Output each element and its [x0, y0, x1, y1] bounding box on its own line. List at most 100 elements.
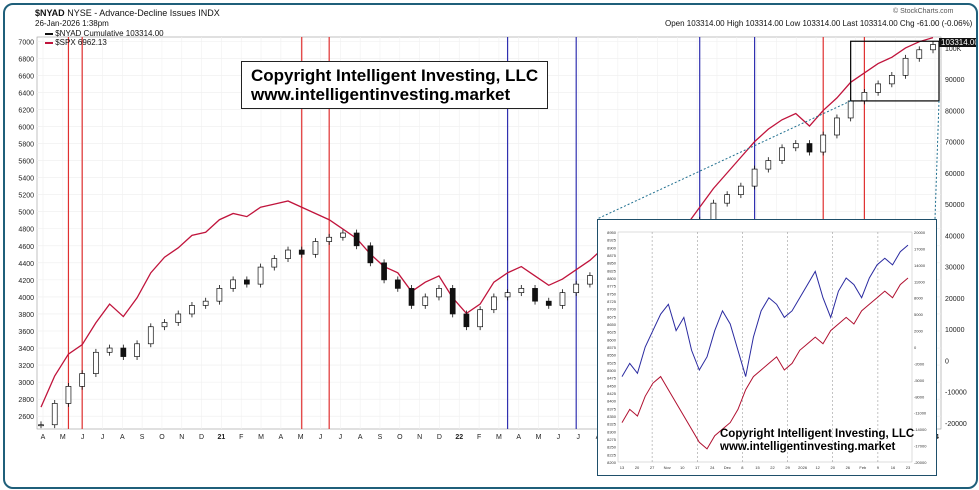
inset-y-left-tick: 8400 — [607, 399, 617, 404]
inset-y-left-tick: 8425 — [607, 391, 617, 396]
spx-candle — [243, 279, 250, 285]
inset-y-right-tick: 2000 — [914, 329, 924, 334]
y-right-tick-label: 50000 — [945, 202, 965, 209]
inset-x-tick: 26 — [846, 465, 851, 470]
spx-candle — [326, 236, 333, 242]
inset-y-right-tick: -8000 — [914, 394, 925, 399]
inset-y-left-tick: 8300 — [607, 429, 617, 434]
chart-date: 26-Jan-2026 1:38pm — [35, 19, 109, 28]
spx-candle — [65, 386, 72, 404]
x-tick-label: A — [279, 434, 284, 441]
inset-x-tick: 20 — [635, 465, 640, 470]
x-tick-label: N — [179, 434, 184, 441]
inset-line-inset_red — [621, 277, 909, 450]
x-tick-label: M — [258, 434, 264, 441]
x-tick-label: F — [477, 434, 481, 441]
inset-y-left-tick: 8675 — [607, 314, 617, 319]
inset-y-left-tick: 8825 — [607, 268, 617, 273]
inset-y-right-tick: 0 — [914, 345, 917, 350]
x-tick-label: J — [319, 434, 323, 441]
inset-y-left-tick: 8225 — [607, 452, 617, 457]
legend-nyad: $NYAD Cumulative 103314.00 — [45, 29, 164, 38]
x-tick-label: M — [298, 434, 304, 441]
spx-candle — [408, 288, 415, 306]
x-tick-label: A — [516, 434, 521, 441]
inset-y-left-tick: 8475 — [607, 376, 617, 381]
x-tick-label: O — [159, 434, 165, 441]
x-tick-label: S — [140, 434, 145, 441]
inset-copyright-line2: www.intelligentinvesting.market — [720, 441, 896, 453]
spx-candle — [806, 143, 813, 153]
spx-candle — [120, 347, 127, 357]
spx-candle — [340, 232, 346, 238]
zoom-connector — [934, 100, 940, 220]
spx-candle — [779, 147, 785, 161]
x-tick-label: J — [101, 434, 105, 441]
spx-candle — [532, 288, 538, 302]
y-right-tick-label: 80000 — [945, 108, 965, 115]
y-left-tick-label: 5600 — [18, 159, 34, 166]
x-tick-label: D — [199, 434, 204, 441]
inset-y-right-tick: 17000 — [914, 246, 926, 251]
last-value-tag: 103314.00 — [939, 38, 976, 47]
inset-y-left-tick: 8550 — [607, 353, 617, 358]
spx-candle — [175, 313, 182, 323]
y-left-tick-label: 5800 — [18, 142, 34, 149]
spx-candle — [202, 300, 209, 306]
x-tick-label: M — [536, 434, 542, 441]
zoom-box — [850, 40, 940, 102]
inset-y-left-tick: 8900 — [607, 245, 617, 250]
legend-swatch-nyad — [45, 32, 53, 35]
spx-candle — [875, 83, 881, 93]
x-tick-label: M — [496, 434, 502, 441]
spx-candle — [710, 202, 717, 221]
inset-x-tick: 13 — [620, 465, 625, 470]
inset-y-left-tick: 8575 — [607, 345, 617, 350]
inset-plot-border — [617, 231, 913, 463]
inset-x-tick: 16 — [891, 465, 896, 470]
y-left-tick-label: 5000 — [18, 210, 34, 217]
spx-candle — [847, 100, 854, 119]
inset-y-left-tick: 8450 — [607, 383, 617, 388]
y-left-tick-label: 2600 — [18, 414, 34, 421]
y-right-tick-label: -20000 — [945, 421, 967, 428]
y-right-tick-label: 30000 — [945, 265, 965, 272]
inset-y-left-tick: 8725 — [607, 299, 617, 304]
inset-y-left-tick: 8850 — [607, 261, 617, 266]
spx-candle — [367, 245, 374, 264]
x-tick-label: O — [397, 434, 403, 441]
y-left-tick-label: 4600 — [18, 244, 34, 251]
inset-x-tick: 2026 — [798, 465, 808, 470]
spx-candle — [436, 288, 442, 298]
symbol-label: $NYAD — [35, 8, 65, 18]
inset-x-tick: 22 — [770, 465, 775, 470]
quote-line: Open 103314.00 High 103314.00 Low 103314… — [665, 19, 973, 28]
y-right-tick-label: 100K — [945, 46, 962, 53]
inset-y-left-tick: 8950 — [607, 230, 617, 235]
x-tick-label: J — [339, 434, 343, 441]
inset-copyright-line1: Copyright Intelligent Investing, LLC — [720, 428, 915, 440]
y-left-tick-label: 6400 — [18, 90, 34, 97]
spx-candle — [738, 185, 744, 196]
inset-x-tick: 10 — [680, 465, 685, 470]
x-tick-label: J — [557, 434, 561, 441]
y-right-tick-label: 90000 — [945, 77, 965, 84]
spx-candle — [93, 351, 99, 374]
inset-y-left-tick: 8500 — [607, 368, 617, 373]
spx-candle — [792, 143, 799, 149]
inset-x-tick: 20 — [831, 465, 836, 470]
spx-candle — [902, 57, 909, 76]
y-right-tick-label: 0 — [945, 358, 949, 365]
inset-x-tick: 8 — [741, 465, 744, 470]
x-tick-label: M — [60, 434, 66, 441]
inset-y-left-tick: 8775 — [607, 284, 617, 289]
legend-swatch-spx — [45, 41, 53, 44]
inset-y-right-tick: 5000 — [914, 312, 924, 317]
spx-candle — [587, 275, 593, 285]
spx-candle — [38, 424, 44, 427]
spx-candle — [888, 74, 895, 85]
y-left-tick-label: 5200 — [18, 193, 34, 200]
spx-candle — [271, 258, 278, 268]
spx-candle — [477, 309, 483, 328]
inset-y-right-tick: -11000 — [914, 411, 927, 416]
